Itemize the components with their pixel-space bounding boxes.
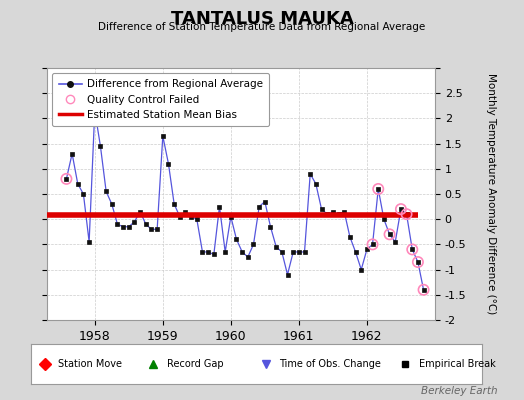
Text: Station Move: Station Move [59,359,123,369]
Text: Record Gap: Record Gap [167,359,223,369]
Point [397,206,405,212]
Point [402,211,411,217]
Legend: Difference from Regional Average, Quality Control Failed, Estimated Station Mean: Difference from Regional Average, Qualit… [52,73,269,126]
Text: Berkeley Earth: Berkeley Earth [421,386,498,396]
Text: Time of Obs. Change: Time of Obs. Change [279,359,381,369]
Point [62,176,71,182]
Text: TANTALUS MAUKA: TANTALUS MAUKA [171,10,353,28]
Point [368,241,377,248]
Point [408,246,417,253]
Y-axis label: Monthly Temperature Anomaly Difference (°C): Monthly Temperature Anomaly Difference (… [486,73,496,315]
Text: Difference of Station Temperature Data from Regional Average: Difference of Station Temperature Data f… [99,22,425,32]
Point [414,259,422,265]
Point [419,286,428,293]
Text: Empirical Break: Empirical Break [419,359,496,369]
Point [374,186,383,192]
Point [385,231,394,238]
